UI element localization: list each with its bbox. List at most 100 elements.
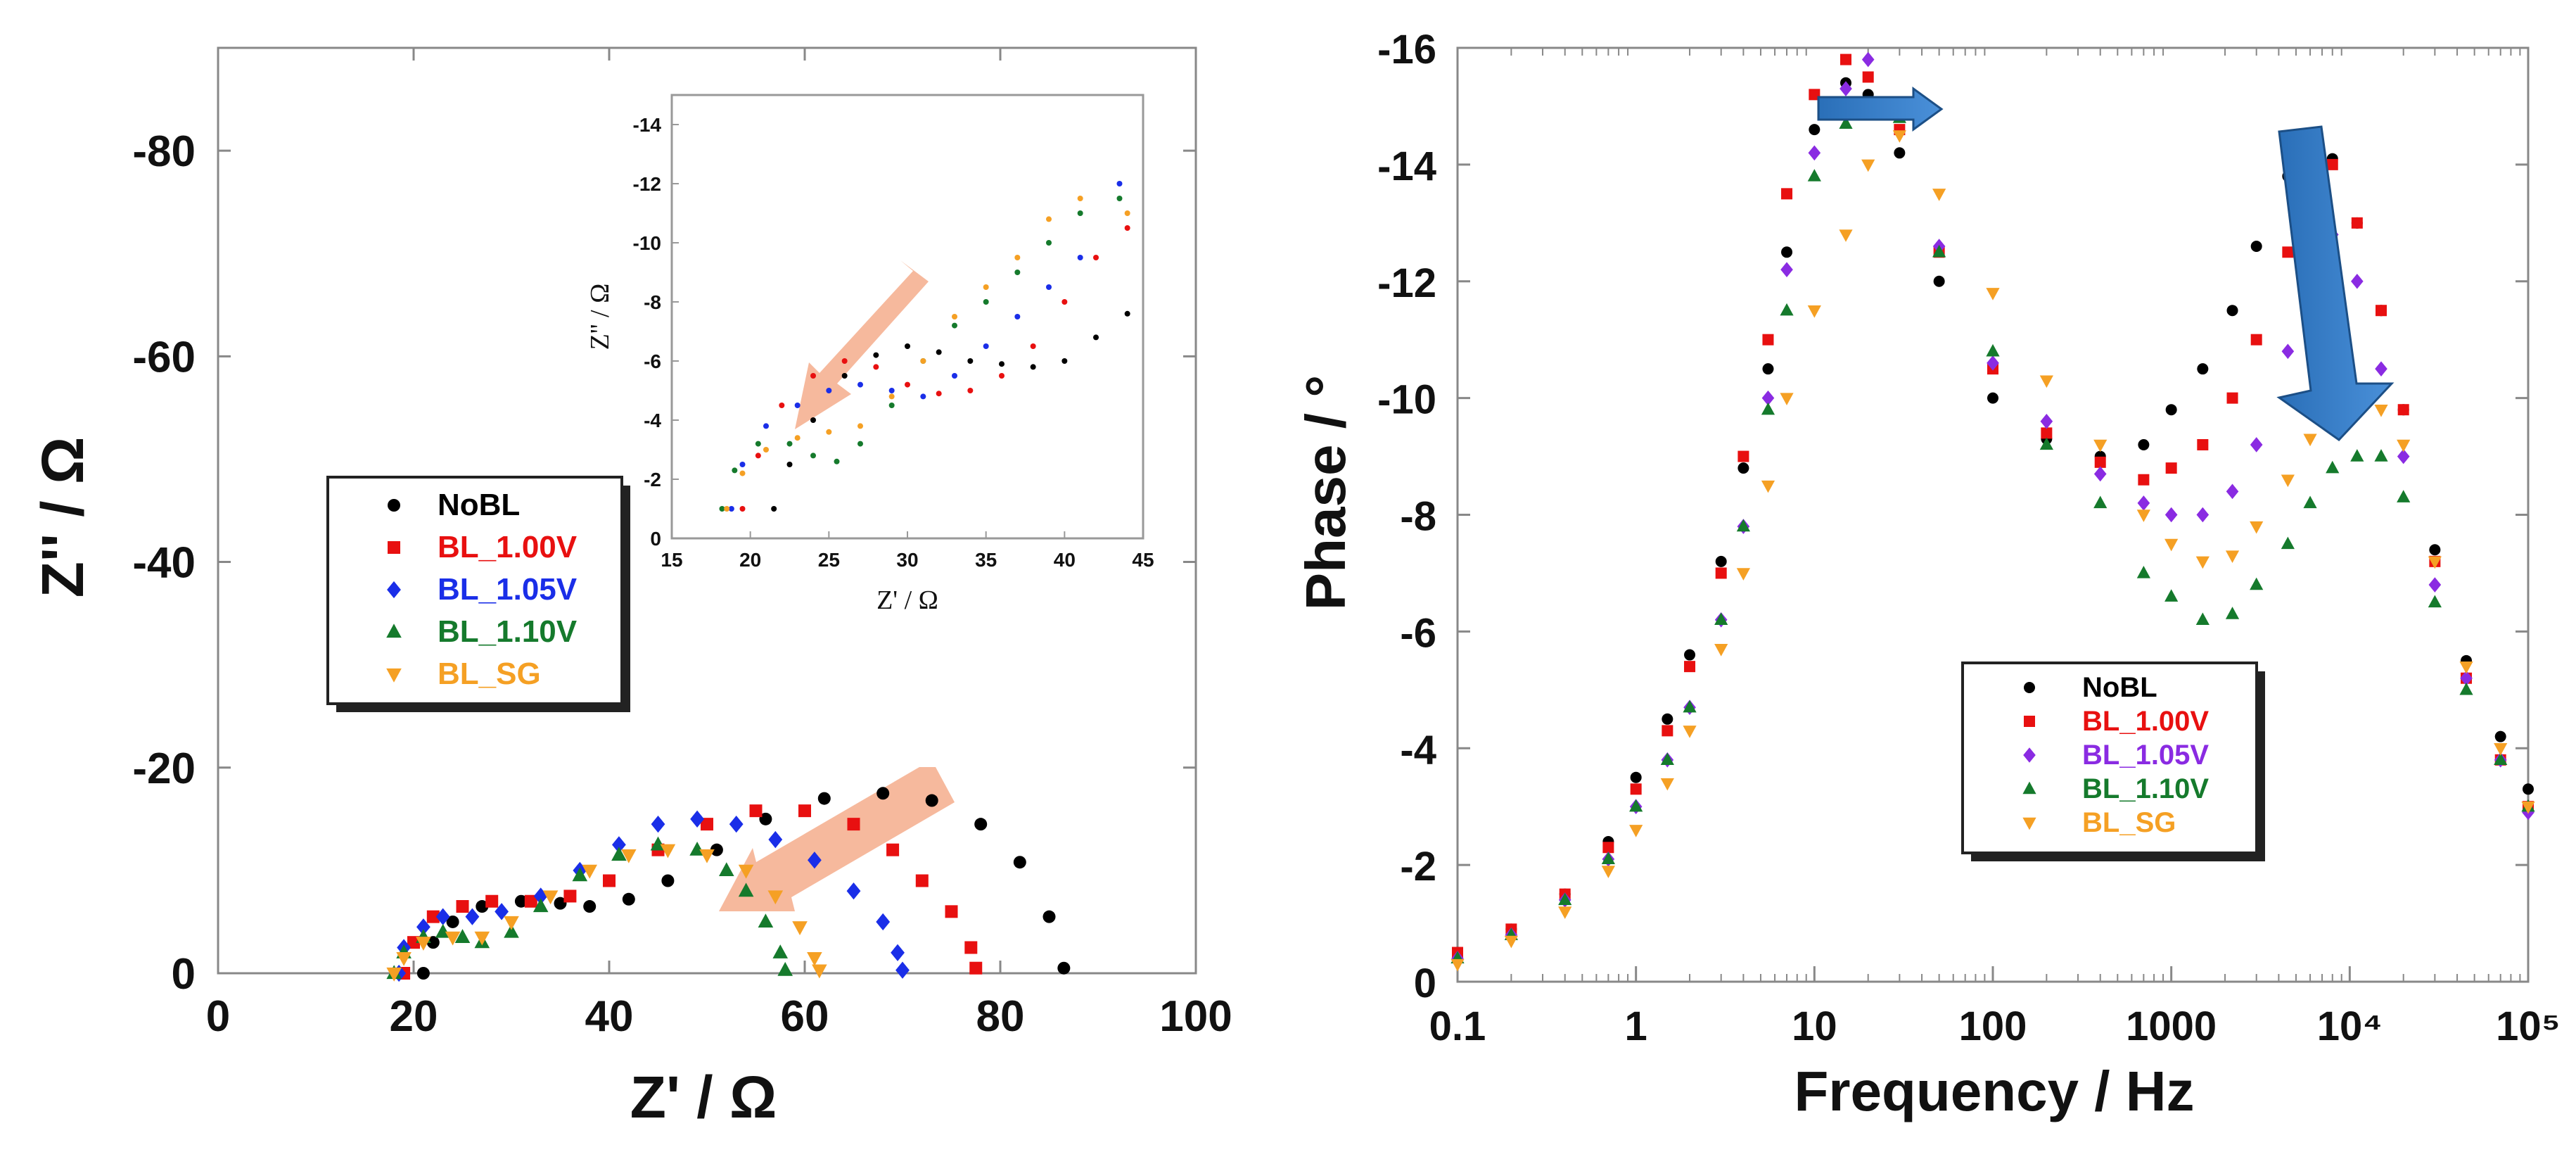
bode-point [2039, 375, 2053, 388]
nyquist-point [876, 787, 890, 800]
nyquist-point [710, 843, 723, 856]
inset-point [1046, 216, 1052, 222]
inset-y-tick-label: -6 [644, 350, 661, 372]
nyquist-point [495, 903, 509, 920]
bode-shift-arrow [1817, 87, 1944, 132]
nyquist-x-tick-label: 20 [390, 992, 438, 1041]
bode-x-tick-label: 100 [1959, 1004, 2027, 1049]
bode-drop-arrow [2276, 125, 2395, 441]
bode-point [1601, 866, 1615, 878]
bode-legend-marker [2024, 716, 2035, 727]
nyquist-point [817, 792, 831, 805]
nyquist-point [554, 897, 567, 910]
bode-point [1504, 935, 1518, 949]
nyquist-legend: NoBL BL_1.00V BL_1.05V BL_1.10V BL_SG [326, 476, 630, 712]
bode-point [2196, 507, 2210, 523]
bode-x-tick-label: 10 [1792, 1004, 1837, 1049]
nyquist-legend-label: NoBL [438, 488, 520, 522]
inset-point [794, 435, 801, 441]
bode-point [2164, 589, 2179, 602]
nyquist-point [611, 847, 627, 861]
nyquist-point [651, 815, 665, 833]
bode-point [2459, 682, 2473, 695]
bode-point [1662, 713, 1673, 725]
inset-point [857, 381, 863, 388]
nyquist-point [749, 804, 763, 818]
nyquist-point [798, 804, 811, 818]
inset-point [920, 358, 926, 364]
bode-point [1558, 892, 1572, 906]
bode-point [1683, 726, 1697, 738]
bode-point [1807, 169, 1821, 182]
bode-legend-label: BL_1.10V [2082, 773, 2209, 804]
inset-point [873, 364, 879, 370]
bode-point [2459, 661, 2473, 674]
bode-point [2351, 273, 2364, 289]
inset-series-BL_SG [724, 196, 1130, 512]
bode-point [1809, 124, 1821, 136]
bode-point [2397, 404, 2409, 416]
nyquist-point [945, 905, 958, 918]
bode-legend-marker [2022, 817, 2036, 830]
bode-point [1761, 480, 1775, 493]
inset-series-BL_1.05V [728, 181, 1123, 512]
nyquist-legend-marker [388, 499, 400, 512]
bode-point [2250, 437, 2263, 452]
nyquist-point [759, 812, 772, 825]
inset-point [755, 452, 761, 459]
nyquist-point [846, 882, 861, 900]
nyquist-point [485, 894, 499, 908]
inset-point [983, 284, 989, 290]
nyquist-point [435, 908, 450, 925]
bode-point [1761, 390, 1775, 406]
inset-point [794, 403, 801, 408]
inset-point [983, 299, 989, 305]
nyquist-point [891, 944, 905, 961]
nyquist-legend-label: BL_SG [438, 657, 541, 691]
inset-x-tick-label: 15 [661, 549, 682, 571]
bode-point [2494, 752, 2508, 766]
inset-point [905, 381, 910, 388]
bode-point [1894, 147, 1906, 159]
bode-point [2136, 566, 2150, 578]
bode-point [1736, 519, 1750, 532]
bode-x-tick-label: 10⁵ [2496, 1004, 2561, 1049]
inset-point [1124, 225, 1130, 231]
nyquist-point [768, 830, 783, 849]
bode-point [2093, 439, 2108, 452]
bode-point [1683, 700, 1697, 713]
bode-point [2303, 433, 2317, 447]
nyquist-legend-label: BL_1.05V [438, 572, 578, 607]
bode-point [1986, 288, 2000, 300]
inset-point [779, 403, 785, 408]
bode-point [1780, 262, 1793, 277]
nyquist-point [407, 936, 420, 949]
bode-point [2460, 670, 2473, 686]
nyquist-legend-box [326, 476, 623, 705]
nyquist-y-tick-label: -60 [132, 333, 196, 381]
nyquist-point [701, 818, 713, 831]
nyquist-series-BL_SG [386, 844, 827, 982]
bode-point [2250, 521, 2264, 534]
nyquist-point [445, 931, 461, 946]
nyquist-point [514, 894, 528, 908]
nyquist-x-tick-label: 80 [976, 992, 1025, 1041]
inset-point [1014, 255, 1021, 260]
bode-point [2250, 334, 2262, 346]
bode-point [2428, 577, 2442, 593]
inset-point [763, 423, 769, 429]
nyquist-point [603, 874, 616, 887]
bode-y-tick-label: -8 [1400, 494, 1436, 540]
nyquist-point [533, 898, 549, 913]
nyquist-point [524, 894, 537, 908]
bode-point [1932, 244, 1946, 258]
bode-point [1780, 393, 1794, 406]
bode-point [1808, 145, 1821, 161]
nyquist-y-ticks: 0-20-40-60-80 [132, 127, 1196, 999]
bode-point [2226, 392, 2238, 404]
inset-point [936, 391, 942, 397]
nyquist-y-tick-label: 0 [172, 950, 196, 999]
inset-y-axis-label: Z'' / Ω [585, 284, 615, 350]
nyquist-point [738, 864, 754, 879]
nyquist-point [886, 843, 900, 856]
